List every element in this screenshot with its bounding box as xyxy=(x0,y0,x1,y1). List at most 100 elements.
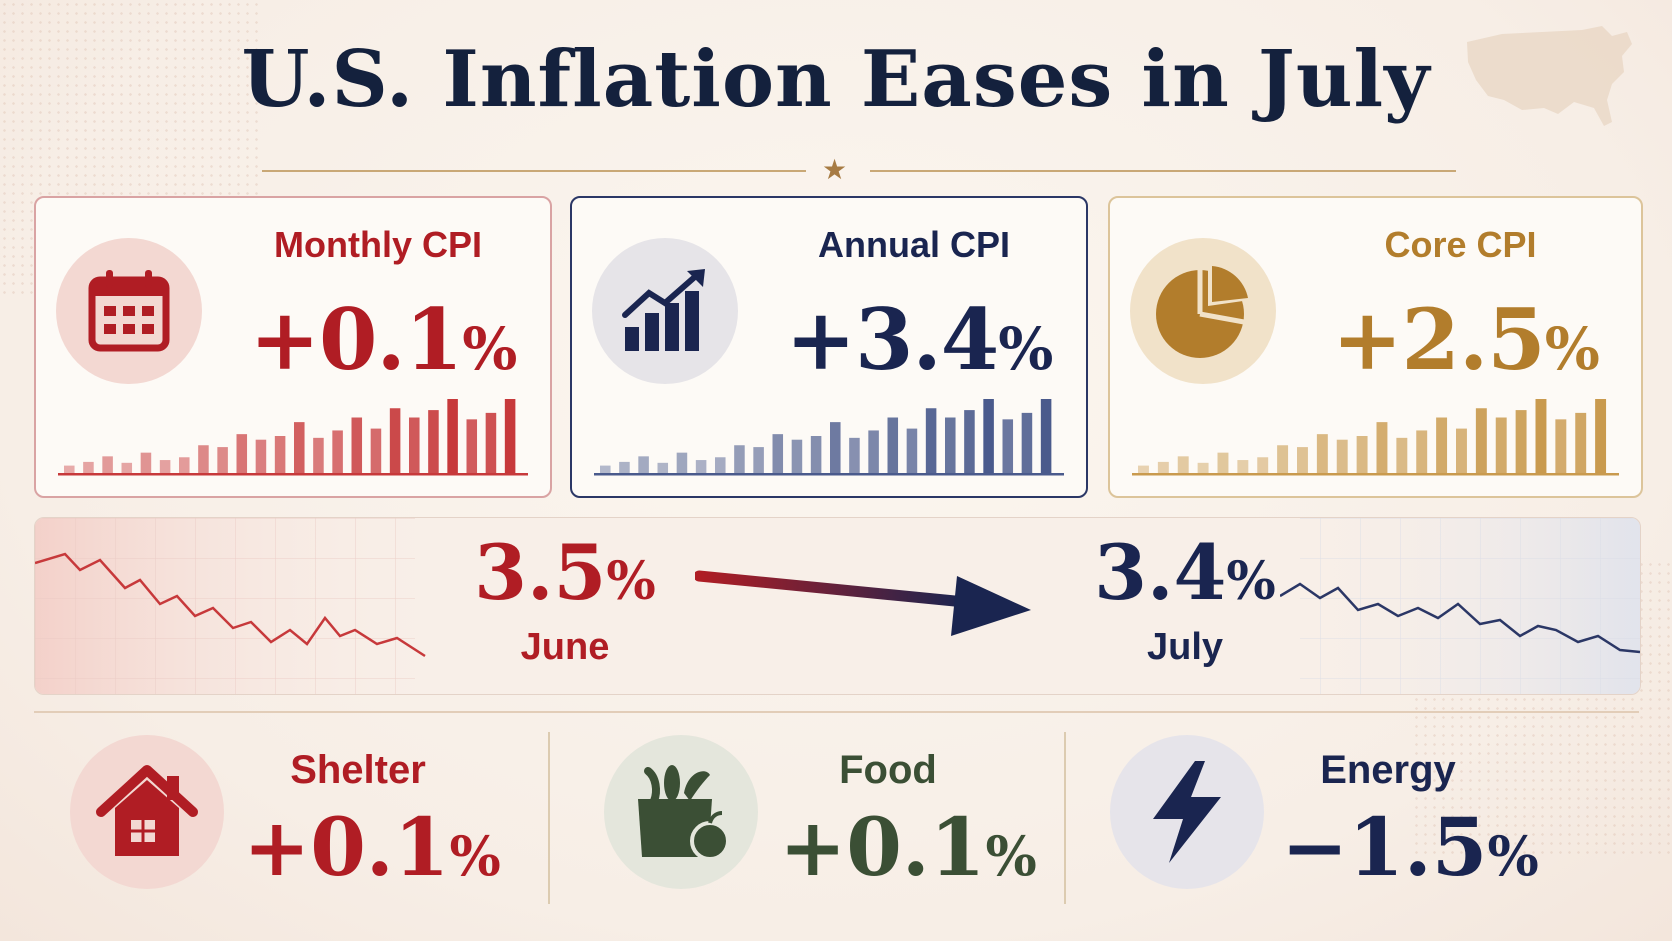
house-icon xyxy=(70,735,224,889)
sparkbar xyxy=(1456,428,1467,473)
sparkbar xyxy=(1595,399,1607,473)
sparkbar xyxy=(1277,445,1289,473)
sparkbar xyxy=(332,430,343,473)
sparkbar xyxy=(715,457,726,473)
star-icon: ★ xyxy=(822,154,848,185)
sparkbar xyxy=(294,422,305,473)
sparkbar xyxy=(1575,412,1587,473)
card-value: +0.1% xyxy=(226,290,540,389)
sparkbar-baseline xyxy=(594,473,1064,476)
title-rule-right xyxy=(870,170,1456,172)
july-value-number: 3.4 xyxy=(1094,528,1227,617)
june-value-number: 3.5 xyxy=(474,528,607,617)
sparkbar xyxy=(1257,457,1269,473)
us-map-icon xyxy=(1467,26,1632,126)
sparkbar-baseline xyxy=(1132,473,1619,476)
category-value-unit: % xyxy=(1487,824,1539,888)
sparkbar xyxy=(485,412,497,473)
sparkbar xyxy=(1002,419,1014,473)
sparkbar xyxy=(198,445,209,473)
comparison-band: 3.5% June 3.4% July xyxy=(34,517,1641,695)
card-label: Annual CPI xyxy=(817,224,1010,265)
card-label: Monthly CPI xyxy=(274,224,482,265)
sparkbar xyxy=(619,461,630,473)
card-value-number: +3.4 xyxy=(785,290,1000,389)
category-value-number: +0.1 xyxy=(779,800,986,894)
sparkbar xyxy=(887,417,899,473)
card-value-number: +0.1 xyxy=(249,290,464,389)
pie-chart-icon xyxy=(1130,238,1276,384)
sparkbar xyxy=(64,465,75,473)
sparkbar xyxy=(849,437,860,473)
card-sparkbars xyxy=(594,399,1064,476)
sparkbar xyxy=(1021,412,1033,473)
sparkbar xyxy=(140,452,152,473)
july-label: July xyxy=(1146,626,1224,668)
sparkbar xyxy=(1555,419,1567,473)
sparkbar xyxy=(772,434,784,473)
sparkbar xyxy=(1217,452,1229,473)
sparkbar xyxy=(657,462,669,473)
trend-line-right xyxy=(1280,518,1640,694)
grocery-bag-icon xyxy=(604,735,758,889)
sparkbar xyxy=(255,439,267,473)
card-annual-cpi: Annual CPI +3.4% xyxy=(570,196,1088,498)
sparkbar xyxy=(447,399,458,473)
sparkbar xyxy=(868,430,879,473)
sparkbar xyxy=(1197,462,1209,473)
sparkbar xyxy=(1237,460,1249,473)
sparkbar xyxy=(313,437,324,473)
june-value-unit: % xyxy=(606,551,656,612)
section-divider xyxy=(34,711,1639,713)
sparkbar xyxy=(1495,417,1507,473)
category-value: +0.1% xyxy=(212,800,532,894)
sparkbar xyxy=(389,408,401,473)
card-monthly-cpi: Monthly CPI +0.1% xyxy=(34,196,552,498)
sparkbar xyxy=(925,408,937,473)
sparkbar xyxy=(906,428,918,473)
sparkbar xyxy=(409,417,420,473)
sparkbar xyxy=(1138,465,1149,473)
sparkbar xyxy=(1436,417,1448,473)
sparkbar xyxy=(1376,422,1388,473)
page-title: U.S. Inflation Eases in July xyxy=(241,34,1431,125)
sparkbar xyxy=(1040,399,1052,473)
category-value-number: +0.1 xyxy=(243,800,450,894)
sparkbar xyxy=(121,462,133,473)
sparkbar xyxy=(638,456,649,473)
sparkbar xyxy=(1396,437,1408,473)
category-label: Shelter xyxy=(290,748,426,792)
card-value-unit: % xyxy=(462,315,517,383)
card-value: +2.5% xyxy=(1300,290,1631,389)
sparkbar xyxy=(695,460,707,473)
sparkbar xyxy=(830,422,841,473)
category-value: −1.5% xyxy=(1250,800,1570,894)
sparkbar xyxy=(102,456,113,473)
june-label: June xyxy=(520,626,610,668)
sparkbar xyxy=(466,419,478,473)
trend-line-left xyxy=(35,518,455,694)
sparkbar xyxy=(83,461,94,473)
card-value-unit: % xyxy=(1544,315,1600,383)
category-value-number: −1.5 xyxy=(1281,800,1488,894)
category-value-unit: % xyxy=(449,824,501,888)
sparkbar xyxy=(964,410,975,473)
sparkbar xyxy=(734,445,745,473)
card-sparkbars xyxy=(1132,399,1619,476)
sparkbar xyxy=(370,428,382,473)
sparkbar xyxy=(1157,461,1169,473)
card-sparkbars xyxy=(58,399,528,476)
sparkbar xyxy=(1356,436,1368,473)
sparkbar xyxy=(1336,439,1348,473)
sparkbar xyxy=(159,460,171,473)
sparkbar xyxy=(676,452,688,473)
sparkbar xyxy=(1297,447,1308,473)
sparkbar xyxy=(217,447,228,473)
column-divider xyxy=(1064,732,1066,904)
july-value-unit: % xyxy=(1226,551,1276,612)
sparkbar xyxy=(1177,456,1189,473)
sparkbar xyxy=(1535,399,1547,473)
category-value-unit: % xyxy=(985,824,1037,888)
sparkbar-baseline xyxy=(58,473,528,476)
sparkbar xyxy=(274,436,286,473)
